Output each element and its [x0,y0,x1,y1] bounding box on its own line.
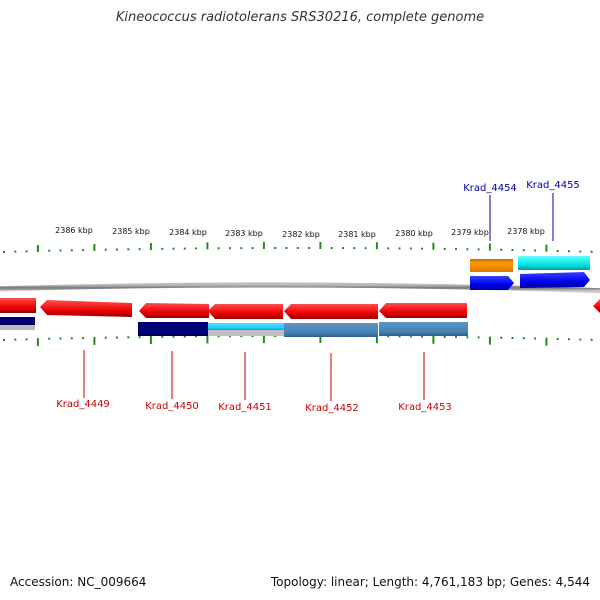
feature-krad4455-upper[interactable] [518,256,590,270]
genome-backbone [0,282,600,294]
map-title: Kineococcus radiotolerans SRS30216, comp… [115,10,485,25]
label-leaders [83,193,554,401]
accession-text: Accession: NC_009664 [10,575,147,589]
gene-label[interactable]: Krad_4450 [145,401,199,412]
gene-label[interactable]: Krad_4453 [398,402,452,413]
reverse-features [0,317,468,337]
gene-arrow-left-edge[interactable] [0,298,36,313]
feature-krad4451-lower[interactable] [208,323,284,330]
gene-arrow-krad4453[interactable] [379,303,467,318]
feature-left-edge-shadow [0,325,35,330]
scale-label: 2379 kbp [451,228,489,237]
scale-label: 2378 kbp [507,227,545,236]
gene-label[interactable]: Krad_4449 [56,399,110,410]
topology-text: Topology: linear; Length: 4,761,183 bp; … [270,575,590,589]
gene-label[interactable]: Krad_4454 [463,183,517,194]
scale-labels: 2386 kbp 2385 kbp 2384 kbp 2383 kbp 2382… [55,226,545,239]
feature-krad4454-upper[interactable] [470,259,513,272]
scale-label: 2384 kbp [169,228,207,237]
scale-ticks-top [3,242,593,253]
scale-label: 2381 kbp [338,230,376,239]
gene-arrow-right-edge[interactable] [593,299,600,313]
gene-labels: Krad_4449 Krad_4450 Krad_4451 Krad_4452 … [56,180,580,414]
gene-arrow-krad4451[interactable] [208,304,283,319]
gene-arrow-krad4449[interactable] [40,300,132,317]
reverse-genes [0,298,600,319]
feature-krad4450-lower[interactable] [138,322,208,336]
feature-krad4451-shadow [208,330,284,336]
scale-label: 2380 kbp [395,229,433,238]
scale-label: 2383 kbp [225,229,263,238]
gene-arrow-krad4452[interactable] [284,304,378,319]
gene-label[interactable]: Krad_4455 [526,180,580,191]
feature-krad4452-lower[interactable] [284,323,378,337]
forward-features [470,256,590,290]
gene-arrow-krad4450[interactable] [139,303,209,318]
gene-label[interactable]: Krad_4451 [218,402,272,413]
gene-label[interactable]: Krad_4452 [305,403,359,414]
feature-krad4453-lower[interactable] [379,322,468,336]
feature-left-edge-lower[interactable] [0,317,35,325]
gene-arrow-krad4454[interactable] [470,276,514,290]
scale-label: 2385 kbp [112,227,150,236]
gene-arrow-krad4455[interactable] [520,272,590,288]
scale-label: 2382 kbp [282,230,320,239]
scale-label: 2386 kbp [55,226,93,235]
